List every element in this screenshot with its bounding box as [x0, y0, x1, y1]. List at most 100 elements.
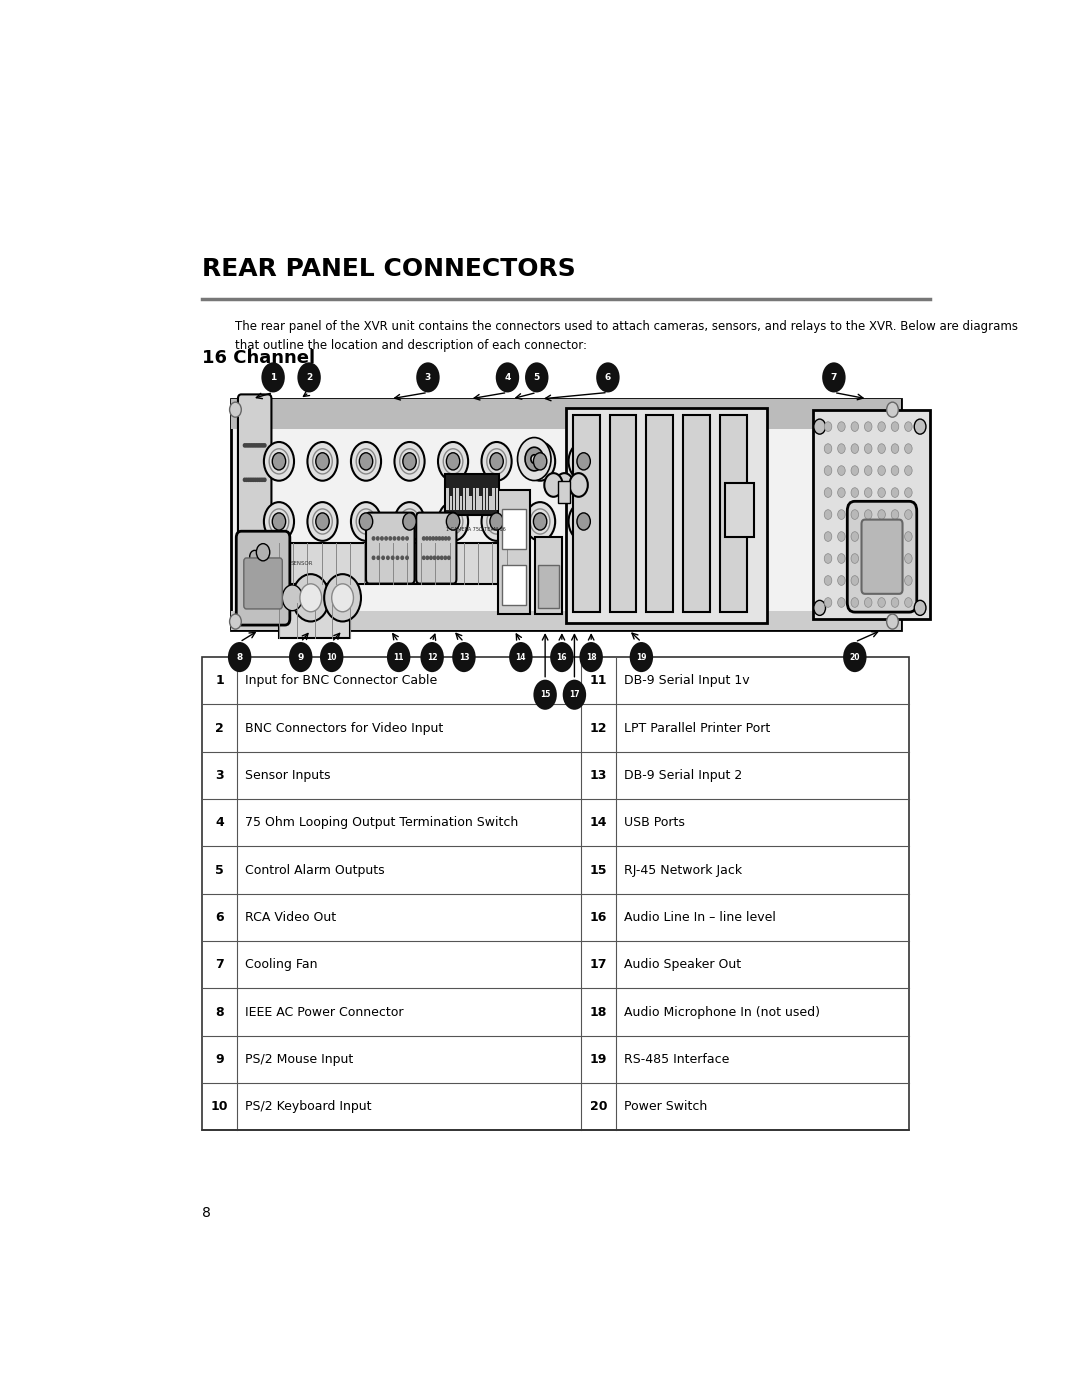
Bar: [480, 496, 482, 510]
Circle shape: [580, 643, 603, 672]
Circle shape: [864, 553, 872, 563]
Text: BNC Connectors for Video Input: BNC Connectors for Video Input: [245, 722, 444, 735]
Circle shape: [393, 536, 395, 541]
Bar: [476, 488, 478, 510]
Circle shape: [851, 422, 859, 432]
Circle shape: [264, 444, 266, 447]
FancyBboxPatch shape: [238, 394, 271, 570]
Circle shape: [373, 536, 375, 541]
Circle shape: [249, 550, 259, 563]
Bar: [725, 483, 754, 538]
Bar: [456, 488, 459, 510]
Circle shape: [387, 643, 410, 672]
Circle shape: [426, 536, 428, 541]
Text: 5: 5: [534, 373, 540, 381]
Bar: [492, 488, 495, 510]
Text: 10: 10: [326, 652, 337, 662]
Text: USB Ports: USB Ports: [624, 816, 685, 830]
Circle shape: [396, 556, 399, 559]
Text: LPT Parallel Printer Port: LPT Parallel Printer Port: [624, 722, 770, 735]
Bar: [483, 488, 485, 510]
Circle shape: [389, 536, 392, 541]
Text: 14: 14: [515, 652, 526, 662]
Bar: [463, 488, 465, 510]
Circle shape: [525, 447, 543, 471]
Bar: [473, 488, 475, 510]
Circle shape: [822, 362, 846, 393]
Circle shape: [891, 598, 899, 608]
Circle shape: [320, 643, 343, 672]
Circle shape: [878, 510, 886, 520]
Circle shape: [256, 543, 270, 560]
Text: 1: 1: [215, 675, 224, 687]
Bar: [535, 536, 562, 615]
Circle shape: [577, 513, 591, 529]
Circle shape: [261, 444, 265, 447]
Circle shape: [261, 362, 285, 393]
Circle shape: [509, 643, 532, 672]
Bar: [684, 415, 710, 612]
Circle shape: [441, 556, 443, 559]
Circle shape: [525, 362, 549, 393]
Circle shape: [257, 444, 259, 447]
Circle shape: [248, 478, 252, 482]
Circle shape: [568, 502, 598, 541]
FancyBboxPatch shape: [848, 502, 917, 612]
Text: RCA Video Out: RCA Video Out: [245, 911, 337, 923]
Circle shape: [905, 444, 913, 454]
Text: 9: 9: [215, 1053, 224, 1066]
Circle shape: [487, 448, 507, 474]
Circle shape: [447, 556, 450, 559]
Circle shape: [530, 509, 550, 534]
Circle shape: [838, 510, 846, 520]
Circle shape: [851, 510, 859, 520]
Text: 3: 3: [215, 768, 224, 782]
Circle shape: [245, 444, 247, 447]
Circle shape: [391, 556, 394, 559]
Circle shape: [838, 598, 846, 608]
Circle shape: [446, 453, 460, 469]
Circle shape: [864, 488, 872, 497]
Text: 11: 11: [590, 675, 607, 687]
Circle shape: [838, 576, 846, 585]
Bar: [486, 488, 488, 510]
Circle shape: [269, 448, 288, 474]
Bar: [489, 496, 491, 510]
Circle shape: [878, 444, 886, 454]
Bar: [231, 400, 901, 429]
Circle shape: [838, 444, 846, 454]
Circle shape: [230, 615, 241, 629]
Circle shape: [905, 532, 913, 542]
Circle shape: [264, 502, 294, 541]
Text: 6: 6: [605, 373, 611, 381]
Bar: [502, 564, 526, 605]
Bar: [459, 496, 462, 510]
Circle shape: [251, 478, 253, 482]
Bar: [449, 496, 453, 510]
Text: 19: 19: [590, 1053, 607, 1066]
Circle shape: [630, 643, 653, 672]
Circle shape: [905, 465, 913, 475]
Circle shape: [814, 601, 825, 616]
Circle shape: [243, 444, 246, 447]
Circle shape: [422, 556, 426, 559]
Circle shape: [377, 556, 379, 559]
Text: 11: 11: [393, 652, 404, 662]
Circle shape: [864, 532, 872, 542]
Circle shape: [264, 441, 294, 481]
Bar: [647, 415, 673, 612]
Circle shape: [573, 448, 593, 474]
Circle shape: [891, 488, 899, 497]
Text: 2: 2: [215, 722, 224, 735]
Text: DB-9 Serial Input 1v: DB-9 Serial Input 1v: [624, 675, 750, 687]
Text: 19: 19: [636, 652, 647, 662]
Circle shape: [300, 584, 322, 612]
Circle shape: [482, 502, 512, 541]
Circle shape: [891, 532, 899, 542]
Text: The rear panel of the XVR unit contains the connectors used to attach cameras, s: The rear panel of the XVR unit contains …: [235, 320, 1018, 352]
Circle shape: [915, 601, 926, 616]
Text: 13: 13: [459, 652, 469, 662]
Text: Audio Microphone In (not used): Audio Microphone In (not used): [624, 1006, 820, 1018]
Circle shape: [400, 509, 419, 534]
Text: 10: 10: [211, 1101, 228, 1113]
